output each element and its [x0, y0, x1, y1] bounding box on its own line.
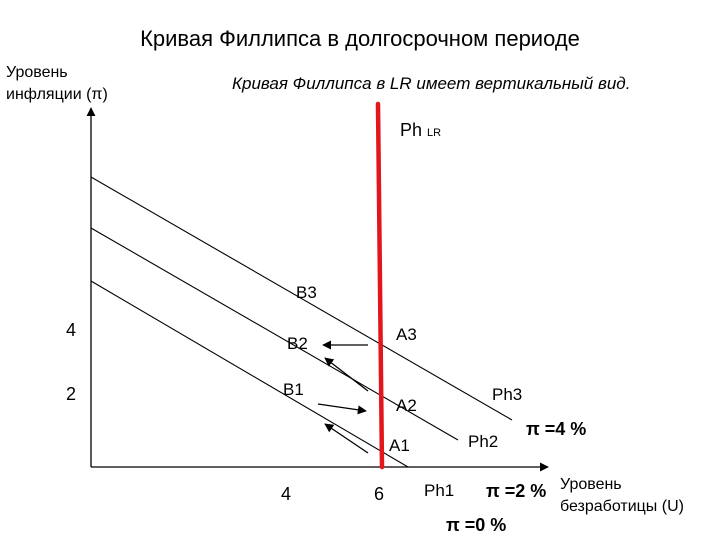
curve-ph2-label: Ph2 [468, 432, 499, 451]
point-b1-label: B1 [283, 380, 304, 399]
y-tick-2: 2 [66, 384, 77, 404]
x-tick-4: 4 [281, 484, 292, 504]
arrow-a2-to-b2 [324, 357, 369, 392]
arrow-b1-to-a2 [317, 403, 367, 415]
curve-ph1-label: Ph1 [424, 481, 455, 500]
point-a1-label: A1 [389, 436, 410, 455]
curve-ph3-label: Ph3 [492, 385, 523, 404]
x-axis-label: Уровень безработицы (U) [560, 476, 684, 515]
short-run-curve-ph3 [90, 176, 513, 421]
point-b2-label: B2 [287, 334, 308, 353]
y-axis-label: Уровень инфляции (π) [6, 64, 108, 103]
long-run-curve-label-sub: LR [427, 127, 442, 139]
long-run-curve-label: Ph LR [400, 121, 441, 139]
long-run-curve-label-main: Ph [400, 120, 423, 140]
diagram-subtitle: Кривая Филлипса в LR имеет вертикальный … [232, 74, 631, 93]
short-run-curve-ph2 [90, 227, 459, 441]
short-run-curve-ph1 [90, 280, 409, 468]
arrow-a1-to-b1 [324, 423, 369, 454]
point-a3-label: A3 [396, 325, 417, 344]
y-tick-4: 4 [66, 320, 77, 340]
curve-ph1-expected-inflation: π =0 % [446, 515, 507, 535]
point-a2-label: A2 [396, 396, 417, 415]
point-b3-label: B3 [296, 283, 317, 302]
long-run-curve-ph-lr [375, 101, 385, 470]
curve-ph2-expected-inflation: π =2 % [486, 481, 547, 501]
curve-ph3-expected-inflation: π =4 % [526, 419, 587, 439]
x-tick-6: 6 [374, 484, 385, 504]
diagram-title: Кривая Филлипса в долгосрочном периоде [140, 26, 580, 51]
